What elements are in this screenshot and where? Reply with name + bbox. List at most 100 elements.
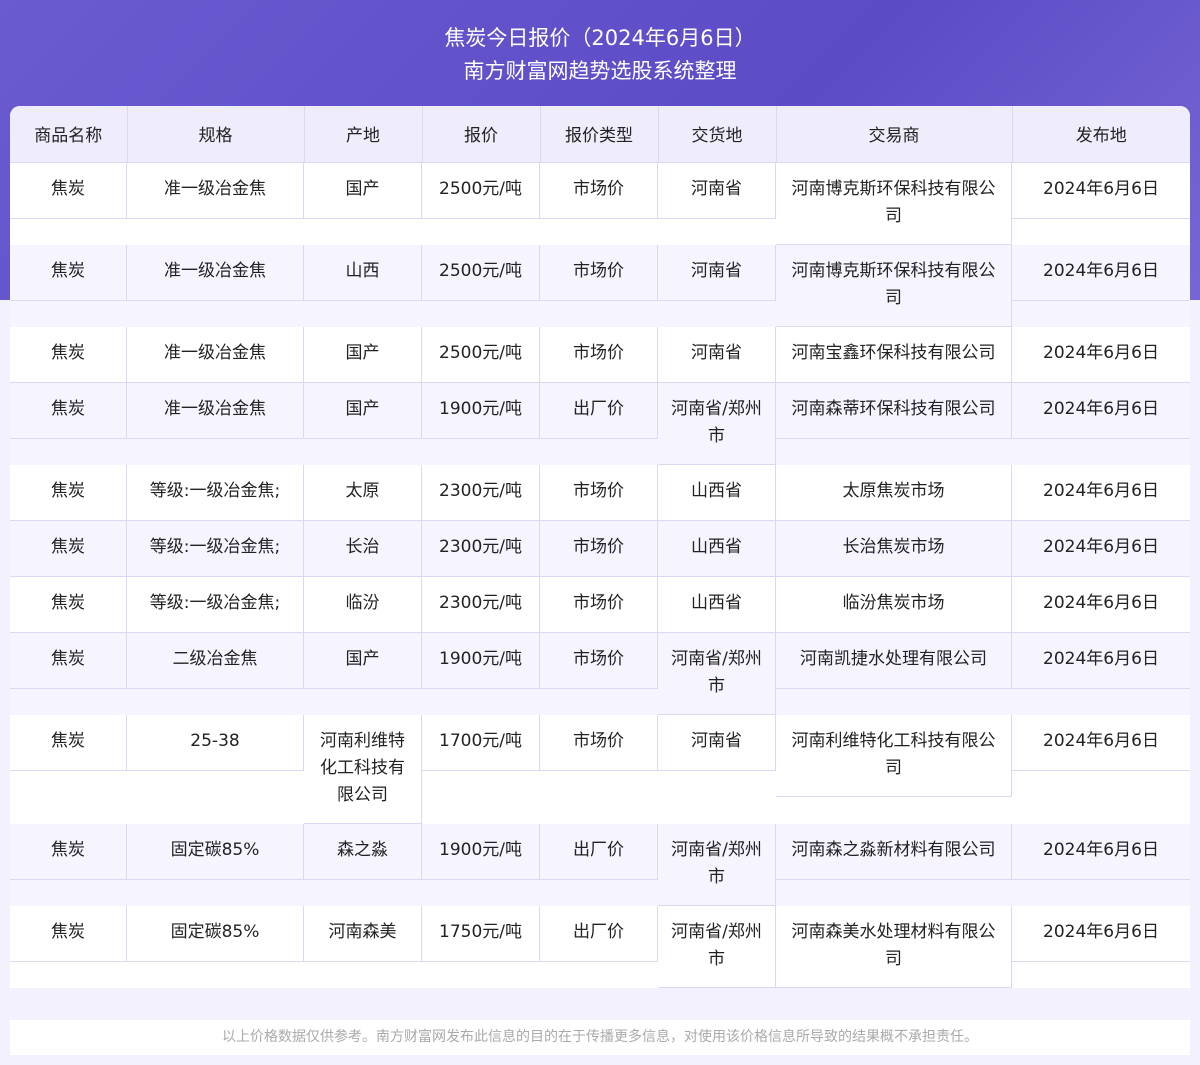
table-cell: 山西省 bbox=[658, 464, 776, 521]
table-cell: 市场价 bbox=[540, 162, 658, 245]
table-row: 焦炭 准一级冶金焦 国产 1900元/吨 出厂价 河南省/郑州市 河南森蒂环保科技有限公司 2… bbox=[10, 382, 1190, 465]
cell-text: 2024年6月6日 bbox=[1012, 383, 1190, 439]
cell-text: 山西省 bbox=[658, 520, 776, 577]
table-cell: 临汾 bbox=[304, 576, 422, 633]
table-cell: 2024年6月6日 bbox=[1012, 162, 1190, 245]
table-cell: 准一级冶金焦 bbox=[127, 162, 304, 245]
cell-text: 2300元/吨 bbox=[422, 576, 540, 633]
table-cell: 准一级冶金焦 bbox=[127, 244, 304, 327]
table-cell: 长治 bbox=[304, 520, 422, 577]
cell-text: 河南省 bbox=[658, 714, 776, 771]
table-cell: 2500元/吨 bbox=[422, 162, 540, 245]
cell-text: 准一级冶金焦 bbox=[127, 162, 304, 219]
cell-text: 山西 bbox=[304, 244, 422, 301]
cell-text: 河南森美水处理材料有限公司 bbox=[776, 905, 1012, 988]
cell-text: 焦炭 bbox=[10, 244, 127, 301]
cell-text: 山西省 bbox=[658, 576, 776, 633]
price-table: 商品名称 规格 产地 报价 报价类型 交货地 交易商 发布地 焦炭 准一级冶金焦 国产 2500元/… bbox=[10, 106, 1190, 988]
cell-text: 河南宝鑫环保科技有限公司 bbox=[776, 326, 1012, 383]
cell-text: 2024年6月6日 bbox=[1012, 906, 1190, 962]
cell-text: 市场价 bbox=[540, 244, 658, 301]
cell-text: 等级:一级冶金焦; bbox=[127, 576, 304, 633]
cell-text: 2500元/吨 bbox=[422, 162, 540, 219]
cell-text: 固定碳85% bbox=[127, 905, 304, 962]
cell-text: 2024年6月6日 bbox=[1012, 465, 1190, 521]
table-cell: 1900元/吨 bbox=[422, 632, 540, 715]
table-cell: 1900元/吨 bbox=[422, 823, 540, 906]
table-cell: 河南博克斯环保科技有限公司 bbox=[776, 244, 1012, 327]
cell-text: 河南省/郑州市 bbox=[658, 905, 776, 988]
cell-text: 1900元/吨 bbox=[422, 382, 540, 439]
cell-text: 国产 bbox=[304, 162, 422, 219]
table-cell: 焦炭 bbox=[10, 714, 127, 824]
cell-text: 国产 bbox=[304, 326, 422, 383]
cell-text: 市场价 bbox=[540, 162, 658, 219]
cell-text: 等级:一级冶金焦; bbox=[127, 464, 304, 521]
table-cell: 2300元/吨 bbox=[422, 520, 540, 577]
cell-text: 市场价 bbox=[540, 576, 658, 633]
column-header: 交货地 bbox=[658, 106, 777, 163]
cell-text: 1900元/吨 bbox=[422, 823, 540, 880]
column-header: 产地 bbox=[304, 106, 423, 163]
cell-text: 焦炭 bbox=[10, 823, 127, 880]
table-row: 焦炭 二级冶金焦 国产 1900元/吨 市场价 河南省/郑州市 河南凯捷水处理有限公司 202… bbox=[10, 632, 1190, 715]
title-sub: 南方财富网趋势选股系统整理 bbox=[463, 59, 737, 83]
cell-text: 河南森蒂环保科技有限公司 bbox=[776, 382, 1012, 439]
page-title: 焦炭今日报价（2024年6月6日） 南方财富网趋势选股系统整理 bbox=[0, 22, 1200, 88]
table-cell: 河南省 bbox=[658, 714, 776, 824]
table-cell: 2300元/吨 bbox=[422, 464, 540, 521]
disclaimer: 以上价格数据仅供参考。南方财富网发布此信息的目的在于传播更多信息，对使用该价格信… bbox=[10, 1020, 1190, 1055]
cell-text: 河南省 bbox=[658, 162, 776, 219]
table-cell: 等级:一级冶金焦; bbox=[127, 576, 304, 633]
table-row: 焦炭 准一级冶金焦 国产 2500元/吨 市场价 河南省 河南博克斯环保科技有限公司 2024… bbox=[10, 162, 1190, 245]
table-cell: 市场价 bbox=[540, 520, 658, 577]
table-cell: 2024年6月6日 bbox=[1012, 520, 1190, 577]
table-cell: 国产 bbox=[304, 632, 422, 715]
table-row: 焦炭 等级:一级冶金焦; 长治 2300元/吨 市场价 山西省 长治焦炭市场 2024年6月6… bbox=[10, 520, 1190, 577]
table-cell: 市场价 bbox=[540, 326, 658, 383]
cell-text: 2300元/吨 bbox=[422, 520, 540, 577]
cell-text: 河南省 bbox=[658, 326, 776, 383]
cell-text: 出厂价 bbox=[540, 382, 658, 439]
table-cell: 焦炭 bbox=[10, 382, 127, 465]
table-cell: 河南利维特化工科技有限公司 bbox=[776, 714, 1012, 824]
table-cell: 河南省/郑州市 bbox=[658, 632, 776, 715]
table-cell: 2024年6月6日 bbox=[1012, 823, 1190, 906]
cell-text: 焦炭 bbox=[10, 905, 127, 962]
cell-text: 河南森美 bbox=[304, 905, 422, 962]
table-cell: 2024年6月6日 bbox=[1012, 326, 1190, 383]
table-cell: 山西省 bbox=[658, 576, 776, 633]
table-cell: 河南省 bbox=[658, 326, 776, 383]
column-header: 交易商 bbox=[776, 106, 1013, 163]
cell-text: 市场价 bbox=[540, 520, 658, 577]
table-cell: 国产 bbox=[304, 326, 422, 383]
cell-text: 河南省/郑州市 bbox=[658, 632, 776, 715]
column-header: 报价 bbox=[422, 106, 541, 163]
table-cell: 河南博克斯环保科技有限公司 bbox=[776, 162, 1012, 245]
cell-text: 2300元/吨 bbox=[422, 464, 540, 521]
table-cell: 山西省 bbox=[658, 520, 776, 577]
table-cell: 出厂价 bbox=[540, 823, 658, 906]
cell-text: 国产 bbox=[304, 382, 422, 439]
table-cell: 河南省/郑州市 bbox=[658, 823, 776, 906]
table-cell: 国产 bbox=[304, 382, 422, 465]
cell-text: 河南博克斯环保科技有限公司 bbox=[776, 162, 1012, 245]
cell-text: 2024年6月6日 bbox=[1012, 163, 1190, 219]
table-cell: 森之淼 bbox=[304, 823, 422, 906]
table-cell: 国产 bbox=[304, 162, 422, 245]
cell-text: 焦炭 bbox=[10, 632, 127, 689]
table-cell: 河南省/郑州市 bbox=[658, 382, 776, 465]
table-cell: 2300元/吨 bbox=[422, 576, 540, 633]
cell-text: 市场价 bbox=[540, 632, 658, 689]
table-row: 焦炭 准一级冶金焦 国产 2500元/吨 市场价 河南省 河南宝鑫环保科技有限公司 2024年… bbox=[10, 326, 1190, 383]
column-header: 发布地 bbox=[1012, 106, 1190, 163]
table-cell: 2024年6月6日 bbox=[1012, 244, 1190, 327]
cell-text: 焦炭 bbox=[10, 520, 127, 577]
cell-text: 1750元/吨 bbox=[422, 905, 540, 962]
cell-text: 焦炭 bbox=[10, 382, 127, 439]
cell-text: 1700元/吨 bbox=[422, 714, 540, 771]
table-cell: 河南省 bbox=[658, 244, 776, 327]
title-main: 焦炭今日报价（2024年6月6日） bbox=[444, 26, 756, 50]
table-row: 焦炭 固定碳85% 河南森美 1750元/吨 出厂价 河南省/郑州市 河南森美水处理材料有限… bbox=[10, 905, 1190, 988]
cell-text: 临汾焦炭市场 bbox=[776, 576, 1012, 633]
